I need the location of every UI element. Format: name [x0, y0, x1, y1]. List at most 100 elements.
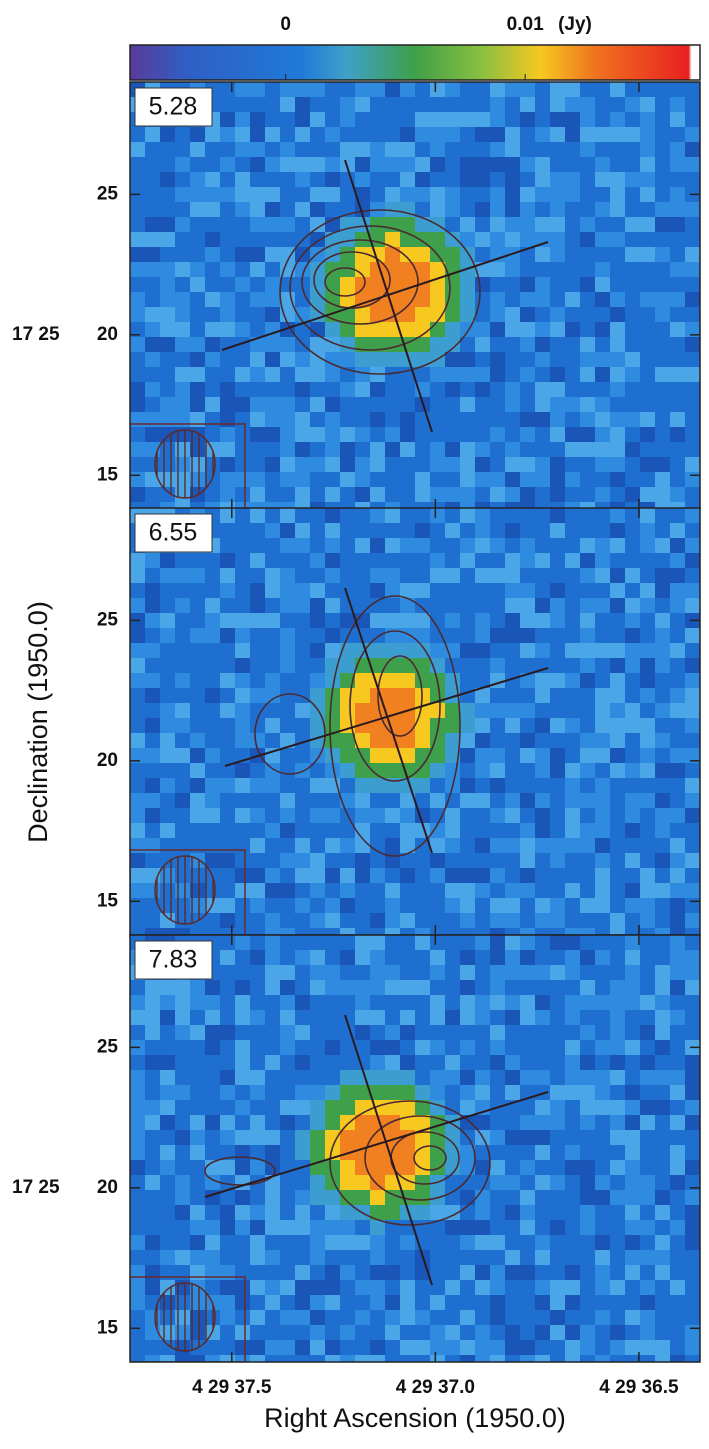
image-pixel: [400, 307, 415, 322]
image-pixel: [610, 1160, 625, 1175]
image-pixel: [460, 277, 475, 292]
image-pixel: [265, 397, 280, 412]
image-pixel: [640, 457, 655, 472]
image-pixel: [235, 1070, 250, 1085]
contour: [301, 239, 419, 325]
image-pixel: [565, 1280, 580, 1295]
image-pixel: [445, 187, 460, 202]
image-pixel: [340, 112, 355, 127]
image-pixel: [490, 913, 505, 928]
image-pixel: [145, 793, 160, 808]
image-pixel: [550, 838, 565, 853]
image-pixel: [535, 838, 550, 853]
image-pixel: [130, 995, 145, 1010]
image-pixel: [595, 823, 610, 838]
image-pixel: [355, 1175, 370, 1190]
image-pixel: [550, 898, 565, 913]
image-pixel: [520, 935, 535, 950]
image-pixel: [400, 673, 415, 688]
image-pixel: [370, 1355, 385, 1362]
image-pixel: [670, 97, 685, 112]
image-pixel: [475, 457, 490, 472]
image-pixel: [460, 868, 475, 883]
image-pixel: [220, 127, 235, 142]
image-pixel: [655, 307, 670, 322]
image-pixel: [610, 337, 625, 352]
image-pixel: [415, 217, 430, 232]
image-pixel: [550, 427, 565, 442]
image-pixel: [415, 262, 430, 277]
image-pixel: [280, 583, 295, 598]
image-pixel: [445, 487, 460, 502]
image-pixel: [685, 1340, 700, 1355]
image-pixel: [595, 1250, 610, 1265]
image-pixel: [580, 1025, 595, 1040]
image-pixel: [205, 598, 220, 613]
image-pixel: [685, 598, 700, 613]
image-pixel: [550, 247, 565, 262]
image-pixel: [265, 1280, 280, 1295]
image-pixel: [640, 718, 655, 733]
image-pixel: [130, 748, 145, 763]
image-pixel: [160, 1085, 175, 1100]
x-tick-label: 4 29 37.0: [396, 1377, 475, 1398]
image-pixel: [415, 1310, 430, 1325]
image-pixel: [595, 1280, 610, 1295]
image-pixel: [130, 628, 145, 643]
image-pixel: [385, 232, 400, 247]
image-pixel: [235, 1325, 250, 1340]
contour: [279, 209, 481, 375]
image-pixel: [220, 1085, 235, 1100]
image-pixel: [625, 487, 640, 502]
image-pixel: [325, 868, 340, 883]
image-pixel: [400, 1340, 415, 1355]
image-pixel: [595, 718, 610, 733]
image-pixel: [445, 1010, 460, 1025]
image-pixel: [145, 1175, 160, 1190]
image-pixel: [325, 898, 340, 913]
image-pixel: [625, 217, 640, 232]
image-pixel: [490, 628, 505, 643]
image-pixel: [550, 718, 565, 733]
image-pixel: [475, 613, 490, 628]
image-pixel: [460, 538, 475, 553]
image-pixel: [340, 1190, 355, 1205]
image-pixel: [475, 1205, 490, 1220]
image-pixel: [610, 1025, 625, 1040]
image-pixel: [595, 292, 610, 307]
image-pixel: [475, 643, 490, 658]
image-pixel: [610, 307, 625, 322]
image-pixel: [265, 980, 280, 995]
image-pixel: [535, 793, 550, 808]
panel-label: 7.83: [149, 946, 198, 974]
contour: [289, 225, 451, 351]
image-pixel: [295, 1130, 310, 1145]
image-pixel: [340, 1100, 355, 1115]
image-pixel: [535, 1070, 550, 1085]
image-pixel: [520, 733, 535, 748]
image-pixel: [400, 157, 415, 172]
image-pixel: [355, 868, 370, 883]
image-pixel: [580, 1085, 595, 1100]
image-pixel: [340, 352, 355, 367]
image-pixel: [175, 217, 190, 232]
image-pixel: [595, 853, 610, 868]
image-pixel: [535, 472, 550, 487]
image-pixel: [130, 868, 145, 883]
image-pixel: [610, 523, 625, 538]
image-pixel: [400, 1205, 415, 1220]
image-pixel: [385, 1040, 400, 1055]
image-pixel: [175, 1190, 190, 1205]
image-pixel: [220, 778, 235, 793]
image-pixel: [535, 397, 550, 412]
image-pixel: [250, 292, 265, 307]
image-pixel: [505, 472, 520, 487]
image-pixel: [175, 568, 190, 583]
image-pixel: [445, 442, 460, 457]
image-pixel: [130, 1130, 145, 1145]
image-pixel: [190, 1250, 205, 1265]
image-pixel: [580, 950, 595, 965]
image-pixel: [685, 247, 700, 262]
image-pixel: [565, 808, 580, 823]
image-pixel: [580, 995, 595, 1010]
